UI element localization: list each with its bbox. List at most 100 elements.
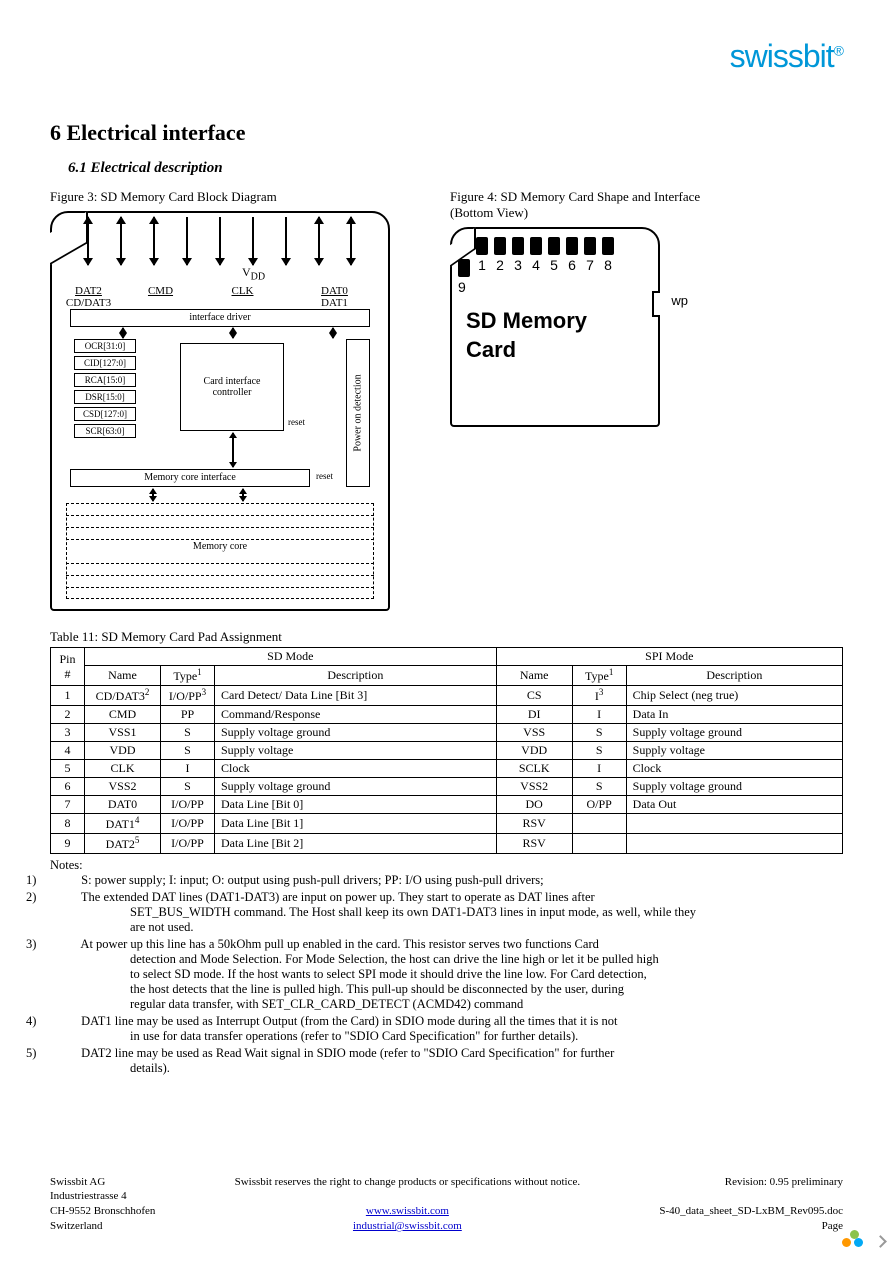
table-header: Pin # SD Mode SPI Mode Name Type1 Descri… bbox=[51, 648, 843, 686]
footer-right: Revision: 0.95 preliminary S-40_data_she… bbox=[659, 1175, 843, 1234]
figure-4: Figure 4: SD Memory Card Shape and Inter… bbox=[450, 189, 700, 427]
pager bbox=[842, 1230, 885, 1252]
pad-icon bbox=[584, 237, 596, 255]
note-item: 3) At power up this line has a 50kOhm pu… bbox=[72, 937, 843, 1012]
reset-label-1: reset bbox=[288, 417, 305, 427]
arrow-icon bbox=[120, 217, 122, 265]
pad-icon bbox=[602, 237, 614, 255]
reg-scr: SCR[63:0] bbox=[74, 424, 136, 438]
th-type-sd: Type1 bbox=[161, 666, 215, 686]
table-row: 3VSS1SSupply voltage groundVSSSSupply vo… bbox=[51, 724, 843, 742]
pad-icon bbox=[476, 237, 488, 255]
arrow-icon bbox=[122, 328, 124, 338]
hatch-line bbox=[66, 527, 374, 528]
arrow-icon bbox=[219, 217, 221, 265]
section-title-text: Electrical interface bbox=[67, 120, 246, 145]
reg-csd: CSD[127:0] bbox=[74, 407, 136, 421]
figure-4-diagram: 1 2 3 4 5 6 7 8 9 wp SD Memory Card bbox=[450, 227, 660, 427]
power-on-detection-box: Power on detection bbox=[346, 339, 370, 487]
pad-icon bbox=[530, 237, 542, 255]
pad-9-number: 9 bbox=[458, 279, 466, 295]
sig-clk: CLK bbox=[196, 285, 290, 309]
memory-core-label: Memory core bbox=[52, 541, 388, 552]
th-pin: Pin # bbox=[51, 648, 85, 686]
reg-dsr: DSR[15:0] bbox=[74, 390, 136, 404]
table-row: 5CLKIClockSCLKIClock bbox=[51, 760, 843, 778]
hatch-line bbox=[66, 515, 374, 516]
pad-assignment-table: Pin # SD Mode SPI Mode Name Type1 Descri… bbox=[50, 647, 843, 854]
pad-icon bbox=[548, 237, 560, 255]
table-11-caption: Table 11: SD Memory Card Pad Assignment bbox=[50, 629, 843, 645]
arrow-icon bbox=[332, 328, 334, 338]
table-row: 8DAT14I/O/PPData Line [Bit 1]RSV bbox=[51, 814, 843, 834]
arrow-icon bbox=[152, 489, 154, 499]
hatch-line bbox=[66, 539, 374, 540]
pad-icon bbox=[512, 237, 524, 255]
table-row: 6VSS2SSupply voltage groundVSS2SSupply v… bbox=[51, 778, 843, 796]
reg-ocr: OCR[31:0] bbox=[74, 339, 136, 353]
figure-4-caption: Figure 4: SD Memory Card Shape and Inter… bbox=[450, 189, 700, 221]
arrow-icon bbox=[350, 217, 352, 265]
notes-section: Notes: 1) S: power supply; I: input; O: … bbox=[50, 858, 843, 1076]
vdd-v: V bbox=[242, 265, 251, 279]
figure-3-caption: Figure 3: SD Memory Card Block Diagram bbox=[50, 189, 390, 205]
hatch-line bbox=[66, 563, 374, 564]
pad-numbers: 1 2 3 4 5 6 7 8 bbox=[476, 257, 614, 273]
vdd-dd: DD bbox=[251, 271, 265, 282]
arrow-icon bbox=[232, 433, 234, 443]
th-sd-mode: SD Mode bbox=[85, 648, 497, 666]
th-name-sd: Name bbox=[85, 666, 161, 686]
th-desc-sd: Description bbox=[215, 666, 497, 686]
sig-dat0: DAT0 DAT1 bbox=[290, 285, 380, 309]
note-item: 1) S: power supply; I: input; O: output … bbox=[72, 873, 843, 888]
pad-icon bbox=[494, 237, 506, 255]
figures-row: Figure 3: SD Memory Card Block Diagram V… bbox=[50, 189, 843, 611]
subsection-heading: 6.1 Electrical description bbox=[68, 160, 843, 177]
hatch-line bbox=[66, 575, 374, 576]
controller-box: Card interface controller bbox=[180, 343, 284, 431]
table-row: 4VDDSSupply voltageVDDSSupply voltage bbox=[51, 742, 843, 760]
card-label: SD Memory Card bbox=[466, 307, 587, 364]
pad-9-icon bbox=[458, 259, 470, 277]
brand-reg: ® bbox=[834, 42, 843, 58]
top-signal-arrows bbox=[52, 217, 388, 265]
arrow-icon bbox=[252, 217, 254, 265]
arrow-icon bbox=[87, 217, 89, 265]
signal-labels-row: DAT2 CD/DAT3 CMD CLK DAT0 DAT1 bbox=[52, 285, 388, 309]
table-row: 9DAT25I/O/PPData Line [Bit 2]RSV bbox=[51, 834, 843, 854]
table-row: 2CMDPPCommand/ResponseDIIData In bbox=[51, 706, 843, 724]
pager-logo-icon[interactable] bbox=[842, 1230, 864, 1252]
th-name-spi: Name bbox=[496, 666, 572, 686]
page-footer: Swissbit AG Industriestrasse 4 CH-9552 B… bbox=[50, 1175, 843, 1234]
section-number: 6 bbox=[50, 120, 61, 145]
arrow-icon bbox=[318, 217, 320, 265]
th-spi-mode: SPI Mode bbox=[496, 648, 842, 666]
hatch-line bbox=[66, 587, 374, 588]
arrow-icon bbox=[186, 217, 188, 265]
reset-label-2: reset bbox=[316, 471, 333, 481]
footer-center: Swissbit reserves the right to change pr… bbox=[235, 1175, 581, 1234]
table-row: 1CD/DAT32I/O/PP3Card Detect/ Data Line [… bbox=[51, 686, 843, 706]
memory-core-interface-box: Memory core interface bbox=[70, 469, 310, 487]
wp-notch bbox=[652, 291, 660, 317]
footer-link-email[interactable]: industrial@swissbit.com bbox=[353, 1220, 462, 1232]
subsection-title-text: Electrical description bbox=[91, 160, 223, 176]
footer-link-web[interactable]: www.swissbit.com bbox=[366, 1205, 449, 1217]
sig-cmd: CMD bbox=[126, 285, 196, 309]
subsection-number: 6.1 bbox=[68, 160, 87, 176]
th-desc-spi: Description bbox=[626, 666, 842, 686]
reg-cid: CID[127:0] bbox=[74, 356, 136, 370]
reg-rca: RCA[15:0] bbox=[74, 373, 136, 387]
arrow-icon bbox=[232, 328, 234, 338]
chevron-right-icon[interactable] bbox=[874, 1235, 887, 1248]
brand-name: swissbit bbox=[730, 38, 834, 74]
table-body: 1CD/DAT32I/O/PP3Card Detect/ Data Line [… bbox=[51, 686, 843, 854]
interface-driver-box: interface driver bbox=[70, 309, 370, 327]
brand-logo: swissbit® bbox=[730, 38, 843, 75]
table-row: 7DAT0I/O/PPData Line [Bit 0]DOO/PPData O… bbox=[51, 796, 843, 814]
th-type-spi: Type1 bbox=[572, 666, 626, 686]
notes-heading: Notes: bbox=[50, 858, 843, 873]
wp-label: wp bbox=[671, 293, 688, 308]
figure-3-diagram: VDD DAT2 CD/DAT3 CMD CLK DAT0 DAT1 inter… bbox=[50, 211, 390, 611]
register-list: OCR[31:0] CID[127:0] RCA[15:0] DSR[15:0]… bbox=[74, 339, 136, 441]
